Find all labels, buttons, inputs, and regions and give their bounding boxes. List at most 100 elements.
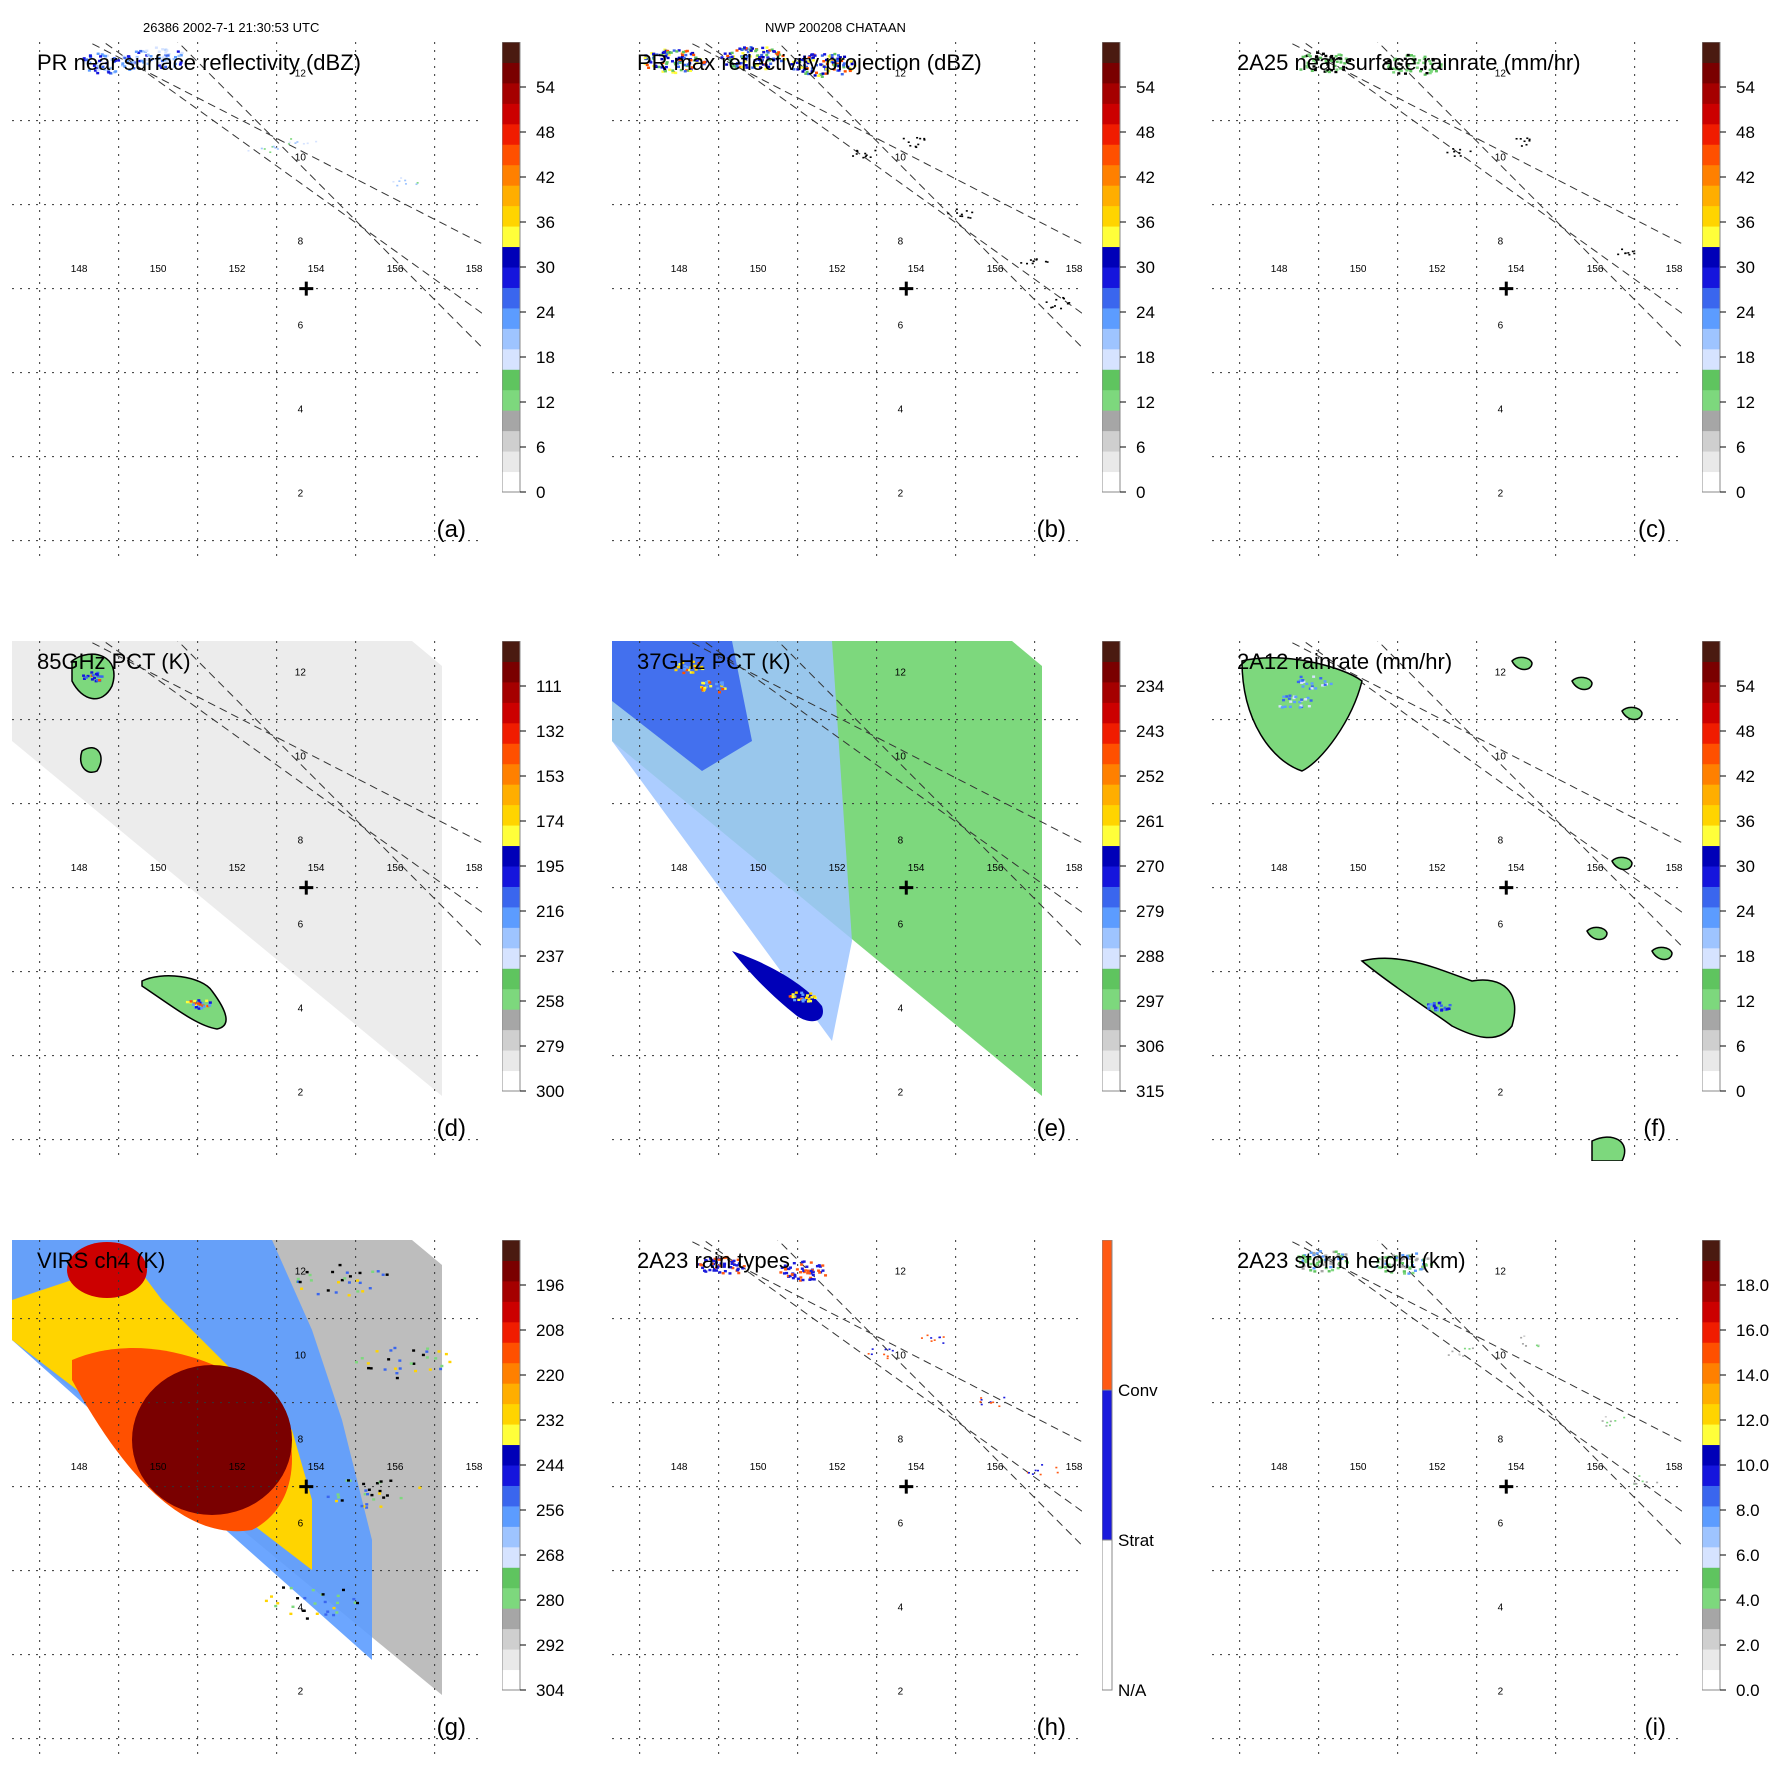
echo-pixel xyxy=(735,65,739,68)
echo-pixel xyxy=(1384,1266,1388,1269)
echo-pixel xyxy=(1298,1256,1302,1260)
colorbar-swatch xyxy=(502,681,520,703)
echo-pixel xyxy=(276,148,279,150)
echo-pixel xyxy=(678,663,682,666)
echo-pixel xyxy=(902,137,905,140)
echo-pixel xyxy=(1056,1471,1059,1474)
echo-pixel xyxy=(755,64,759,67)
colorbar-swatch xyxy=(502,348,520,370)
echo-pixel xyxy=(1526,137,1529,140)
echo-pixel xyxy=(697,662,701,665)
echo-pixel xyxy=(1323,70,1327,73)
echo-pixel xyxy=(1428,68,1432,72)
colorbar-swatch xyxy=(1102,681,1120,703)
colorbar-tick-label: 6 xyxy=(1736,1037,1745,1056)
colorbar-tick-label: 36 xyxy=(536,213,555,232)
echo-pixel xyxy=(167,52,171,56)
echo-pixel xyxy=(1411,1264,1415,1267)
colorbar-ramp xyxy=(502,641,520,1092)
echo-pixel xyxy=(179,61,183,64)
colorbar-swatch xyxy=(1102,988,1120,1010)
echo-pixel xyxy=(804,72,808,75)
echo-pixel xyxy=(1432,1001,1436,1005)
colorbar-tick-label: 0 xyxy=(1136,483,1145,502)
echo-pixel xyxy=(1338,1262,1342,1265)
echo-pixel xyxy=(826,60,830,64)
colorbar-swatch xyxy=(1102,123,1120,145)
colorbar-swatch xyxy=(1702,103,1720,125)
lat-tick-label: 4 xyxy=(1498,405,1504,416)
colorbar-swatch xyxy=(1702,328,1720,350)
colorbar-swatch xyxy=(1702,226,1720,248)
echo-pixel xyxy=(956,212,959,214)
lat-tick-label: 12 xyxy=(895,668,907,679)
lon-tick-label: 158 xyxy=(1666,264,1682,275)
echo-pixel xyxy=(1306,1257,1310,1261)
colorbar-tick-label: 153 xyxy=(536,767,564,786)
echo-pixel xyxy=(659,53,663,57)
echo-pixel xyxy=(164,56,168,60)
echo-pixel xyxy=(1384,1259,1388,1263)
lon-tick-label: 150 xyxy=(750,264,767,275)
echo-pixel xyxy=(1376,1261,1380,1264)
echo-pixel xyxy=(1428,71,1432,75)
colorbar-swatch xyxy=(502,886,520,908)
echo-pixel xyxy=(96,71,100,75)
rain-contour xyxy=(1511,656,1533,671)
echo-pixel xyxy=(745,66,749,69)
echo-pixel xyxy=(172,65,176,68)
colorbar-swatch xyxy=(502,1649,520,1671)
echo-pixel xyxy=(104,55,108,58)
echo-pixel xyxy=(1401,1253,1405,1257)
echo-pixel xyxy=(1305,64,1309,68)
colorbar-tick-label: 279 xyxy=(536,1037,564,1056)
echo-pixel xyxy=(316,1292,320,1296)
colorbar-swatch xyxy=(1702,205,1720,227)
lat-tick-label: 12 xyxy=(1495,1267,1507,1278)
echo-pixel xyxy=(1310,69,1314,73)
echo-pixel xyxy=(783,1266,787,1270)
echo-pixel xyxy=(764,67,768,71)
echo-pixel xyxy=(1309,1262,1313,1266)
echo-pixel xyxy=(434,1357,438,1360)
echo-pixel xyxy=(1298,706,1302,709)
colorbar-swatch xyxy=(502,1628,520,1650)
echo-pixel xyxy=(399,1496,403,1500)
echo-pixel xyxy=(677,56,681,60)
echo-pixel xyxy=(140,59,144,63)
echo-pixel xyxy=(742,1265,746,1268)
echo-pixel xyxy=(712,1267,716,1271)
echo-pixel xyxy=(396,184,399,187)
echo-pixel xyxy=(822,60,826,63)
echo-pixel xyxy=(1405,69,1409,72)
echo-pixel xyxy=(761,46,765,50)
echo-pixel xyxy=(846,65,850,69)
echo-pixel xyxy=(425,1356,429,1359)
echo-pixel xyxy=(1435,1009,1439,1012)
echo-pixel xyxy=(820,75,824,78)
echo-pixel xyxy=(731,1266,735,1270)
echo-pixel xyxy=(1377,1257,1381,1261)
lat-tick-label: 4 xyxy=(298,405,304,416)
echo-pixel xyxy=(1287,697,1291,700)
colorbar-swatch xyxy=(1702,1403,1720,1425)
colorbar-tick-label: 315 xyxy=(1136,1082,1164,1101)
echo-pixel xyxy=(800,1263,804,1266)
echo-pixel xyxy=(710,1258,714,1262)
colorbar-swatch xyxy=(1102,451,1120,473)
colorbar-tick-label: 16.0 xyxy=(1736,1321,1769,1340)
echo-pixel xyxy=(367,1488,371,1491)
colorbar-tick-label: 258 xyxy=(536,992,564,1011)
echo-pixel xyxy=(437,1350,441,1353)
echo-pixel xyxy=(690,66,694,69)
echo-cluster xyxy=(247,138,419,187)
echo-pixel xyxy=(689,671,693,674)
echo-pixel xyxy=(917,143,920,146)
echo-pixel xyxy=(744,58,748,62)
colorbar-category-label: N/A xyxy=(1118,1681,1147,1700)
lat-tick-label: 8 xyxy=(298,836,304,847)
echo-pixel xyxy=(1325,58,1329,61)
echo-pixel xyxy=(668,51,672,54)
